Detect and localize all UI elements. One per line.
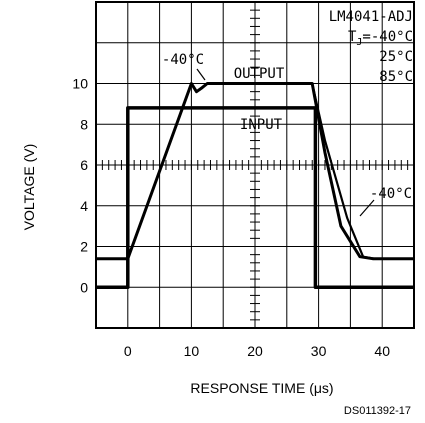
legend-temp-85: 85°C	[379, 69, 413, 85]
series-lines	[96, 82, 414, 290]
annotation-temp-fall: -40°C	[370, 186, 412, 202]
annotation-temp-fall-leader	[359, 199, 375, 217]
x-tick-label: 0	[124, 343, 132, 359]
y-axis-label: VOLTAGE (V)	[21, 144, 37, 231]
annotation-temp-rise: -40°C	[162, 52, 204, 68]
series-line-output-40-c	[311, 83, 414, 260]
y-tick-label: 0	[80, 279, 88, 295]
y-tick-label: 4	[80, 198, 88, 214]
annotation-output: OUTPUT	[234, 66, 285, 82]
x-tick-labels: 0 10 20 30 40	[124, 343, 390, 359]
x-tick-label: 30	[311, 343, 327, 359]
plot-frame	[95, 1, 415, 329]
y-tick-label: 2	[80, 239, 88, 255]
x-tick-label: 10	[184, 343, 200, 359]
annotation-input: INPUT	[240, 117, 283, 133]
legend-temp-25: 25°C	[379, 49, 413, 65]
y-tick-labels: 0 2 4 6 8 10	[72, 76, 88, 296]
series-line-input	[96, 106, 414, 290]
series-line-output	[96, 82, 414, 261]
annotation-temp-rise-leader	[196, 68, 206, 81]
x-tick-label: 40	[374, 343, 390, 359]
y-tick-label: 8	[80, 116, 88, 132]
legend-part: LM4041-ADJ	[329, 9, 413, 25]
x-tick-label: 20	[247, 343, 263, 359]
legend-tj: TJ=-40°C	[348, 29, 413, 48]
x-axis-label: RESPONSE TIME (μs)	[190, 380, 333, 396]
y-tick-label: 10	[72, 76, 88, 92]
doc-id: DS011392-17	[344, 405, 411, 417]
y-tick-label: 6	[80, 157, 88, 173]
